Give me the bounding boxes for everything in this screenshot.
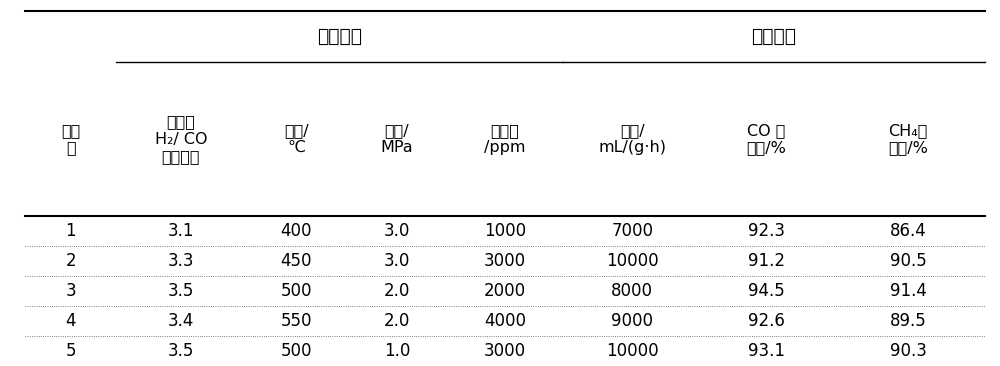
Text: 3000: 3000 bbox=[484, 342, 526, 360]
Text: 2.0: 2.0 bbox=[384, 312, 410, 330]
Text: 2000: 2000 bbox=[484, 282, 526, 300]
Text: 10000: 10000 bbox=[606, 252, 659, 270]
Text: 500: 500 bbox=[280, 282, 312, 300]
Text: 3.0: 3.0 bbox=[384, 252, 410, 270]
Text: 92.6: 92.6 bbox=[748, 312, 785, 330]
Text: 4: 4 bbox=[65, 312, 76, 330]
Text: 91.2: 91.2 bbox=[748, 252, 785, 270]
Text: 5: 5 bbox=[65, 342, 76, 360]
Text: 7000: 7000 bbox=[611, 222, 653, 240]
Text: 3.3: 3.3 bbox=[168, 252, 194, 270]
Text: 550: 550 bbox=[280, 312, 312, 330]
Text: 空速/
mL/(g·h): 空速/ mL/(g·h) bbox=[598, 123, 666, 155]
Text: 3000: 3000 bbox=[484, 252, 526, 270]
Text: 3: 3 bbox=[65, 282, 76, 300]
Text: 90.5: 90.5 bbox=[890, 252, 927, 270]
Text: CH₄选
择性/%: CH₄选 择性/% bbox=[888, 123, 928, 155]
Text: 1.0: 1.0 bbox=[384, 342, 410, 360]
Text: 400: 400 bbox=[280, 222, 312, 240]
Text: 1000: 1000 bbox=[484, 222, 526, 240]
Text: 8000: 8000 bbox=[611, 282, 653, 300]
Text: 1: 1 bbox=[65, 222, 76, 240]
Text: 10000: 10000 bbox=[606, 342, 659, 360]
Text: 86.4: 86.4 bbox=[890, 222, 927, 240]
Text: CO 转
化率/%: CO 转 化率/% bbox=[747, 123, 787, 155]
Text: 3.4: 3.4 bbox=[168, 312, 194, 330]
Text: 91.4: 91.4 bbox=[890, 282, 927, 300]
Text: 2: 2 bbox=[65, 252, 76, 270]
Text: 2.0: 2.0 bbox=[384, 282, 410, 300]
Text: 实施
例: 实施 例 bbox=[61, 123, 80, 155]
Text: 硫含量
/ppm: 硫含量 /ppm bbox=[484, 123, 526, 155]
Text: 93.1: 93.1 bbox=[748, 342, 785, 360]
Text: 9000: 9000 bbox=[611, 312, 653, 330]
Text: 温度/
℃: 温度/ ℃ bbox=[284, 123, 309, 155]
Text: 94.5: 94.5 bbox=[748, 282, 785, 300]
Text: 原料气
H₂/ CO
（体积）: 原料气 H₂/ CO （体积） bbox=[155, 114, 207, 164]
Text: 500: 500 bbox=[280, 342, 312, 360]
Text: 450: 450 bbox=[280, 252, 312, 270]
Text: 4000: 4000 bbox=[484, 312, 526, 330]
Text: 3.1: 3.1 bbox=[168, 222, 194, 240]
Text: 3.5: 3.5 bbox=[168, 282, 194, 300]
Text: 评价条件: 评价条件 bbox=[317, 27, 362, 46]
Text: 压力/
MPa: 压力/ MPa bbox=[381, 123, 413, 155]
Text: 3.0: 3.0 bbox=[384, 222, 410, 240]
Text: 评价结果: 评价结果 bbox=[751, 27, 796, 46]
Text: 92.3: 92.3 bbox=[748, 222, 785, 240]
Text: 89.5: 89.5 bbox=[890, 312, 927, 330]
Text: 3.5: 3.5 bbox=[168, 342, 194, 360]
Text: 90.3: 90.3 bbox=[890, 342, 927, 360]
